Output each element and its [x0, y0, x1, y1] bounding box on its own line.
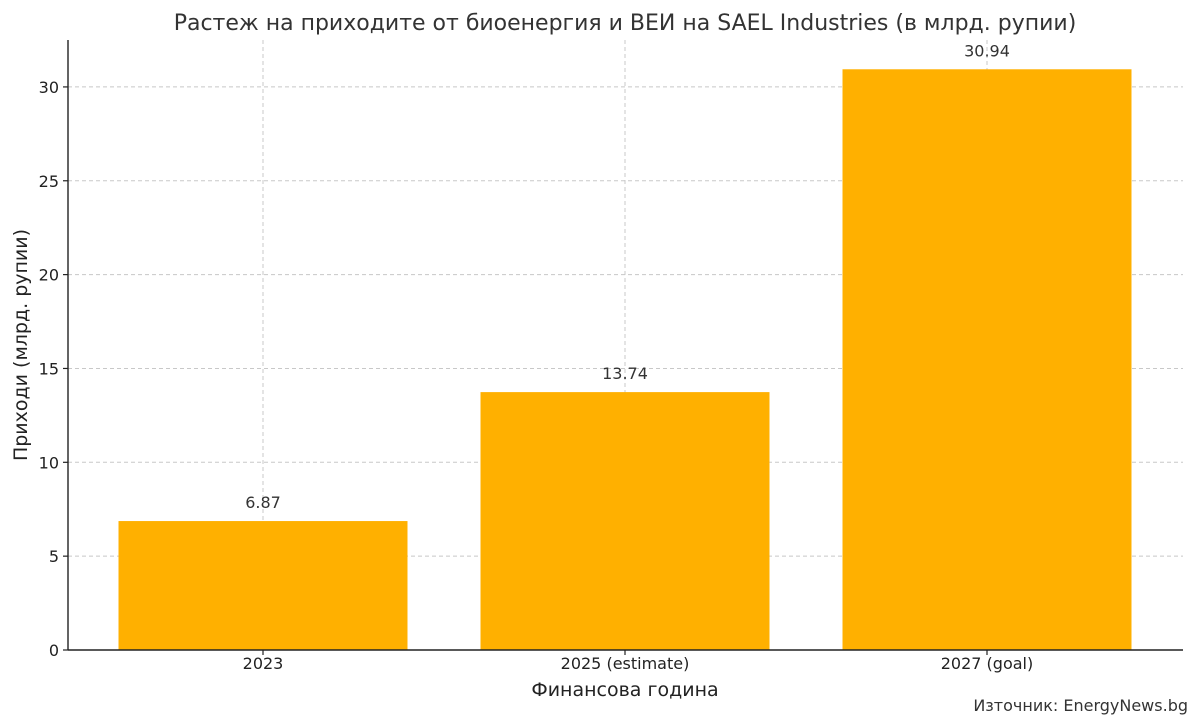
y-axis-label: Приходи (млрд. рупии) [10, 229, 32, 461]
chart-title: Растеж на приходите от биоенергия и ВЕИ … [174, 11, 1077, 36]
y-tick-label: 30 [39, 78, 59, 97]
bars-layer [118, 69, 1132, 650]
x-tick-label: 2025 (estimate) [561, 654, 690, 673]
source-note: Източник: EnergyNews.bg [973, 696, 1188, 715]
bar-3 [842, 69, 1132, 650]
y-tick-label: 5 [49, 547, 59, 566]
x-tick-label: 2023 [243, 654, 284, 673]
y-tick-label: 15 [39, 359, 59, 378]
bar-value-label: 30.94 [964, 41, 1010, 60]
axes-layer [63, 40, 1183, 655]
y-tick-label: 0 [49, 641, 59, 660]
bar-value-label: 6.87 [245, 493, 281, 512]
y-tick-label: 25 [39, 172, 59, 191]
bar-value-label: 13.74 [602, 364, 648, 383]
y-tick-label: 20 [39, 266, 59, 285]
bar-2 [480, 392, 770, 650]
x-tick-label: 2027 (goal) [941, 654, 1033, 673]
bar-1 [118, 521, 408, 650]
x-axis-label: Финансова година [531, 679, 718, 701]
labels-layer: 6.87 13.74 30.94 0 5 10 15 20 25 30 2023 2025 (esti… [39, 41, 1034, 673]
y-tick-label: 10 [39, 453, 59, 472]
